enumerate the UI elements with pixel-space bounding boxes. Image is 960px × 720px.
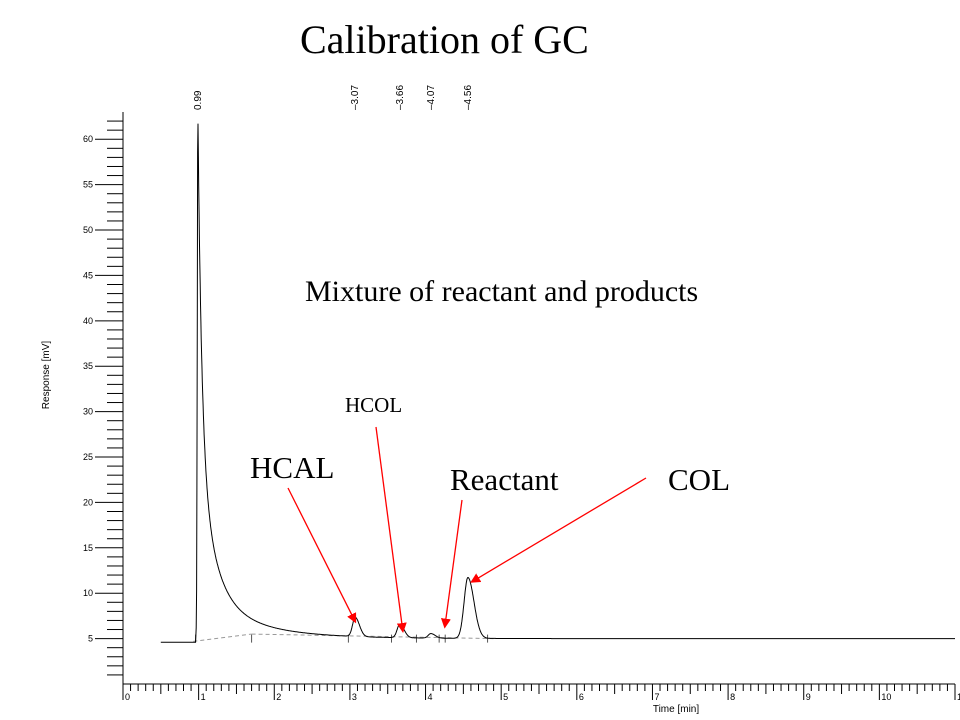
annotation-col: COL	[668, 462, 730, 497]
annotation-arrow	[375, 426, 407, 633]
x-tick-label: 11	[957, 692, 960, 702]
y-tick-label: 55	[83, 180, 93, 190]
y-tick-label: 30	[83, 407, 93, 417]
integration-baseline	[193, 633, 252, 642]
y-tick-label: 20	[83, 497, 93, 507]
y-tick-label: 35	[83, 361, 93, 371]
annotation-arrow	[440, 499, 463, 629]
x-tick-label: 5	[503, 692, 508, 702]
chart-title: Calibration of GC	[300, 17, 589, 62]
y-tick-label: 60	[83, 134, 93, 144]
peak-time-labels: 0.99 –3.07 –3.66 –4.07 –4.56	[193, 85, 474, 110]
annotation-hcal: HCAL	[250, 450, 335, 485]
peak-time-label: –4.56	[463, 85, 474, 110]
annotation-arrow	[470, 477, 647, 583]
annotation-reactant: Reactant	[450, 462, 559, 497]
y-tick-label: 10	[83, 588, 93, 598]
x-tick-label: 1	[201, 692, 206, 702]
x-tick-label: 0	[125, 692, 130, 702]
x-tick-labels: 0 1 2 3 4 5 6 7 8 9 10 11	[125, 692, 960, 702]
x-tick-label: 10	[881, 692, 891, 702]
chromatogram-trace	[160, 123, 955, 643]
y-ticks	[95, 120, 123, 676]
x-tick-label: 2	[276, 692, 281, 702]
peak-time-label: –3.66	[395, 85, 406, 110]
x-tick-label: 9	[806, 692, 811, 702]
y-tick-label: 45	[83, 270, 93, 280]
y-tick-label: 25	[83, 452, 93, 462]
annotation-arrows	[287, 426, 647, 633]
peak-time-label: –4.07	[426, 85, 437, 110]
peak-time-label: –3.07	[350, 85, 361, 110]
axes	[122, 112, 955, 685]
y-axis-label: Response [mV]	[41, 341, 52, 410]
x-axis-label: Time [min]	[653, 704, 700, 715]
y-tick-label: 40	[83, 316, 93, 326]
x-tick-label: 7	[654, 692, 659, 702]
y-tick-label: 50	[83, 225, 93, 235]
y-tick-label: 15	[83, 543, 93, 553]
x-tick-label: 6	[579, 692, 584, 702]
chart-subtitle: Mixture of reactant and products	[305, 275, 699, 308]
x-tick-label: 8	[730, 692, 735, 702]
peak-time-label: 0.99	[193, 90, 204, 110]
annotation-hcol: HCOL	[345, 393, 403, 417]
integration-baseline	[251, 633, 494, 640]
x-tick-label: 3	[352, 692, 357, 702]
annotation-arrow	[287, 487, 357, 624]
x-tick-label: 4	[428, 692, 433, 702]
y-tick-labels: 5 10 15 20 25 30 35 40 45 50 55 60	[83, 134, 93, 643]
y-tick-label: 5	[88, 634, 93, 644]
x-ticks	[122, 684, 956, 700]
